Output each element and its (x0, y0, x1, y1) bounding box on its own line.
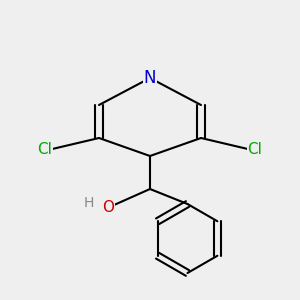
Text: O: O (102, 200, 114, 214)
Text: Cl: Cl (38, 142, 52, 157)
Text: H: H (84, 196, 94, 210)
Text: Cl: Cl (248, 142, 262, 157)
Text: N: N (144, 69, 156, 87)
